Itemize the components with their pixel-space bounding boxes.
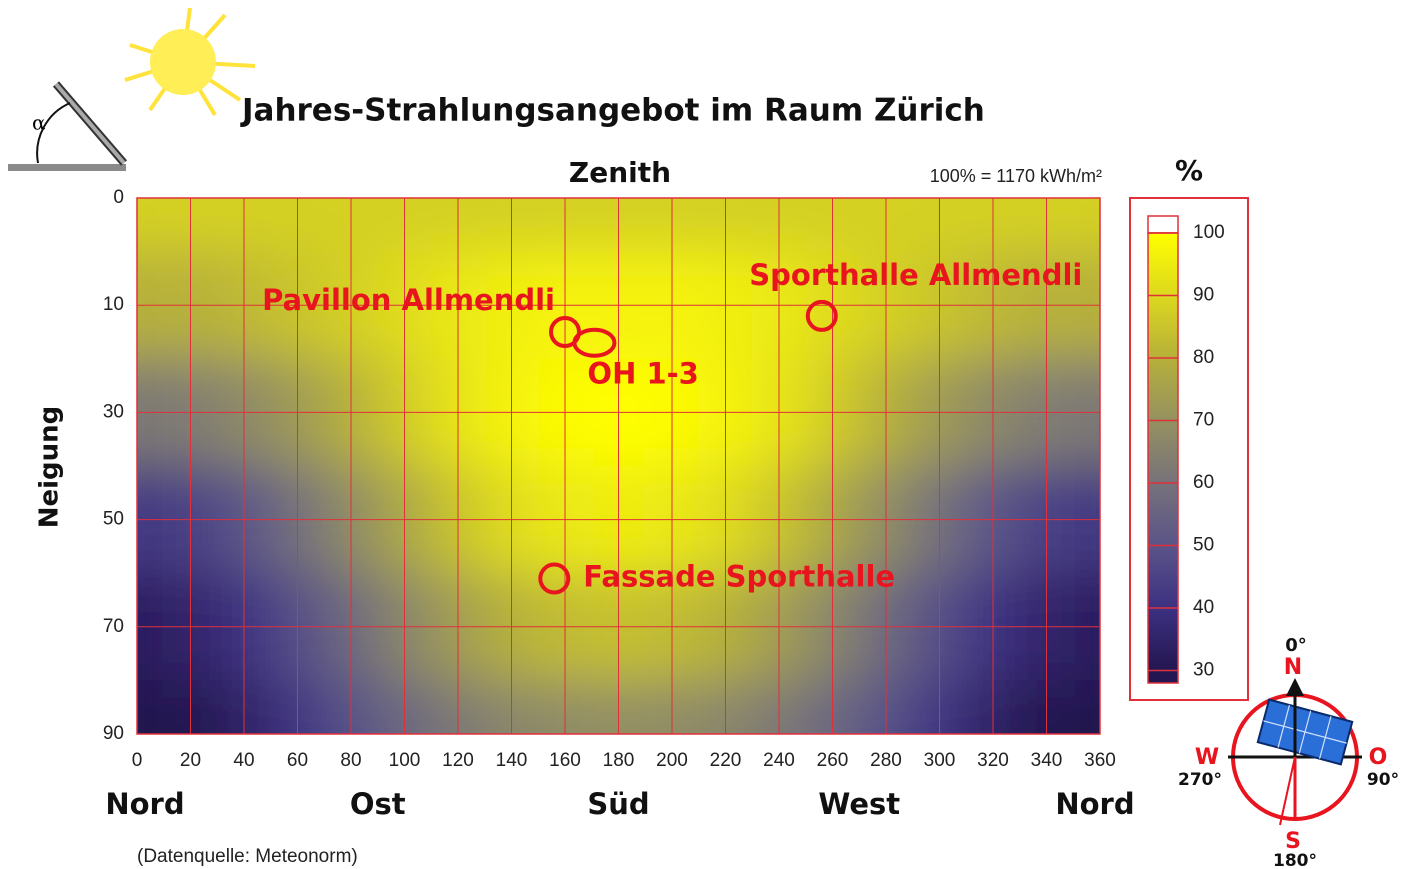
tilt-icon: α	[8, 81, 128, 171]
y-tick-label: 10	[103, 294, 124, 315]
colorbar-tick-label: 50	[1193, 535, 1214, 556]
compass-label: 90°	[1367, 770, 1399, 790]
compass-label: N	[1284, 655, 1302, 680]
compass-label: 0°	[1285, 635, 1307, 656]
x-tick-label: 40	[233, 750, 254, 771]
colorbar-tick-label: 30	[1193, 660, 1214, 681]
colorbar-title: %	[1175, 154, 1203, 187]
colorbar-tick-label: 40	[1193, 597, 1214, 618]
source: (Datenquelle: Meteonorm)	[137, 846, 358, 867]
marker-label: Pavillon Allmendli	[262, 283, 555, 317]
direction-label: Nord	[1055, 787, 1134, 821]
heat-cell	[1073, 680, 1100, 734]
x-tick-label: 360	[1084, 750, 1116, 771]
svg-text:α: α	[32, 111, 46, 135]
y-tick-label: 0	[113, 187, 124, 208]
colorbar-frame	[1129, 197, 1249, 701]
x-tick-label: 100	[389, 750, 421, 771]
y-axis-label: Neigung	[35, 406, 65, 529]
x-tick-label: 340	[1031, 750, 1063, 771]
compass-label: O	[1369, 745, 1388, 770]
y-tick-label: 30	[103, 401, 124, 422]
direction-label: Süd	[587, 787, 649, 821]
marker	[805, 299, 838, 332]
x-tick-label: 0	[132, 750, 143, 771]
annotations: Pavillon Allmendli OH 1-3 Sporthalle Allme…	[262, 258, 1082, 595]
x-tick-label: 320	[977, 750, 1009, 771]
x-tick-label: 220	[710, 750, 742, 771]
plot-frame	[136, 197, 1101, 735]
colorbar-tick-label: 70	[1193, 410, 1214, 431]
x-tick-label: 20	[180, 750, 201, 771]
x-tick-label: 300	[924, 750, 956, 771]
compass-label: W	[1195, 745, 1219, 770]
compass-label: S	[1285, 829, 1301, 854]
x-tick-label: 180	[603, 750, 635, 771]
heat-cell	[137, 680, 164, 734]
marker	[538, 562, 571, 595]
x-tick-label: 280	[870, 750, 902, 771]
colorbar-tick-label: 80	[1193, 347, 1214, 368]
colorbar: 30 40 50 60 70 80 90 100	[1147, 222, 1225, 684]
x-tick-label: 80	[340, 750, 361, 771]
y-tick-label: 90	[103, 723, 124, 744]
marker-label: Fassade Sporthalle	[583, 560, 895, 594]
direction-label: Ost	[350, 787, 406, 821]
marker-label: Sporthalle Allmendli	[749, 258, 1082, 292]
x-tick-label: 260	[817, 750, 849, 771]
direction-label: West	[818, 787, 900, 821]
heat-cell	[137, 198, 164, 252]
note: 100% = 1170 kWh/m²	[930, 166, 1102, 186]
direction-label: Nord	[105, 787, 184, 821]
colorbar-tick-label: 90	[1193, 285, 1214, 306]
x-tick-label: 60	[287, 750, 308, 771]
colorbar-gradient	[1147, 232, 1179, 684]
sun-icon	[124, 7, 256, 117]
y-tick-label: 50	[103, 509, 124, 530]
compass-label: 270°	[1178, 770, 1222, 790]
x-tick-label: 160	[549, 750, 581, 771]
x-tick-label: 140	[496, 750, 528, 771]
heat-cell	[1073, 198, 1100, 252]
marker-label: OH 1-3	[587, 357, 698, 391]
chart-title: Jahres-Strahlungsangebot im Raum Zürich	[240, 93, 985, 129]
colorbar-tick-label: 60	[1193, 472, 1214, 493]
y-tick-label: 70	[103, 616, 124, 637]
chart-subtitle: Zenith	[569, 156, 671, 189]
x-tick-label: 200	[656, 750, 688, 771]
x-tick-label: 120	[442, 750, 474, 771]
colorbar-cap	[1147, 215, 1179, 234]
compass: 0° N W 270° O 90° S 180°	[1178, 635, 1399, 869]
compass-label: 180°	[1273, 851, 1317, 869]
x-tick-label: 240	[763, 750, 795, 771]
marker	[572, 327, 617, 358]
colorbar-tick-label: 100	[1193, 222, 1225, 243]
